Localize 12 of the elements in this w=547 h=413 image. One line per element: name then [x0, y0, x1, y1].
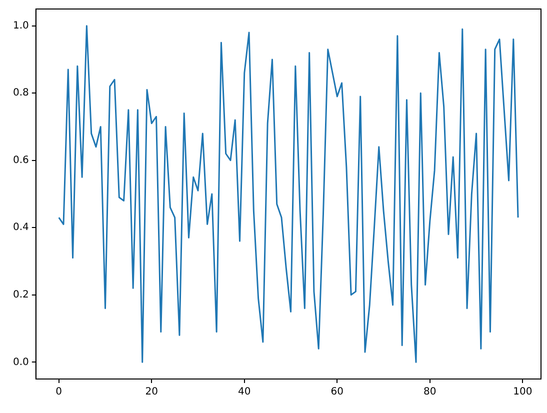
x-tick-label: 100 — [513, 386, 532, 398]
x-tick-label: 0 — [56, 386, 62, 398]
x-tick-label: 40 — [238, 386, 251, 398]
y-tick-label: 0.8 — [12, 88, 29, 99]
x-tick-label: 80 — [424, 386, 436, 398]
y-tick-label: 1.0 — [12, 20, 29, 32]
y-tick-label: 0.6 — [12, 154, 29, 166]
x-tick-label: 60 — [330, 386, 344, 398]
y-tick-label: 0.0 — [12, 356, 29, 368]
y-tick-label: 0.2 — [12, 290, 29, 301]
x-tick-label: 20 — [145, 386, 158, 398]
y-tick-label: 0.4 — [12, 222, 29, 234]
